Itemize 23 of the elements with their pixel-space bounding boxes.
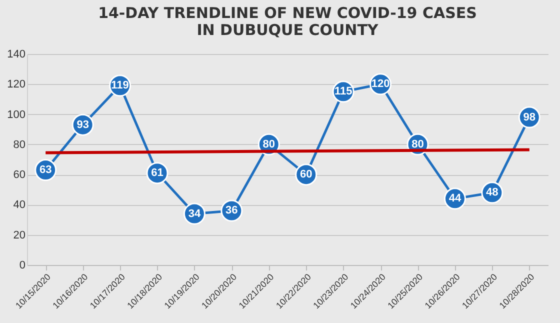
y-tick-label: 100 [7, 108, 26, 121]
y-tick-label: 40 [13, 199, 26, 212]
data-label: 80 [262, 138, 276, 150]
y-tick-label: 60 [13, 169, 26, 182]
data-label: 98 [523, 111, 536, 124]
data-label: 119 [111, 80, 129, 92]
data-label: 61 [151, 167, 164, 180]
data-label: 44 [448, 192, 462, 205]
chart-title: 14-DAY TRENDLINE OF NEW COVID-19 CASES IN DUBUQUE COUNTY [98, 4, 477, 39]
data-label: 48 [486, 186, 498, 199]
data-label: 115 [334, 86, 352, 98]
data-label: 93 [76, 118, 89, 131]
y-tick-label: 80 [13, 138, 26, 151]
y-tick-label: 120 [7, 78, 26, 91]
data-label: 60 [300, 168, 312, 181]
y-tick-label: 20 [13, 229, 26, 242]
data-label: 120 [371, 78, 390, 90]
y-tick-label: 140 [7, 48, 26, 60]
data-label: 80 [412, 138, 424, 150]
data-label: 63 [39, 164, 52, 176]
y-tick-label: 0 [19, 260, 26, 272]
data-label: 34 [188, 208, 202, 220]
data-label: 36 [226, 204, 238, 217]
